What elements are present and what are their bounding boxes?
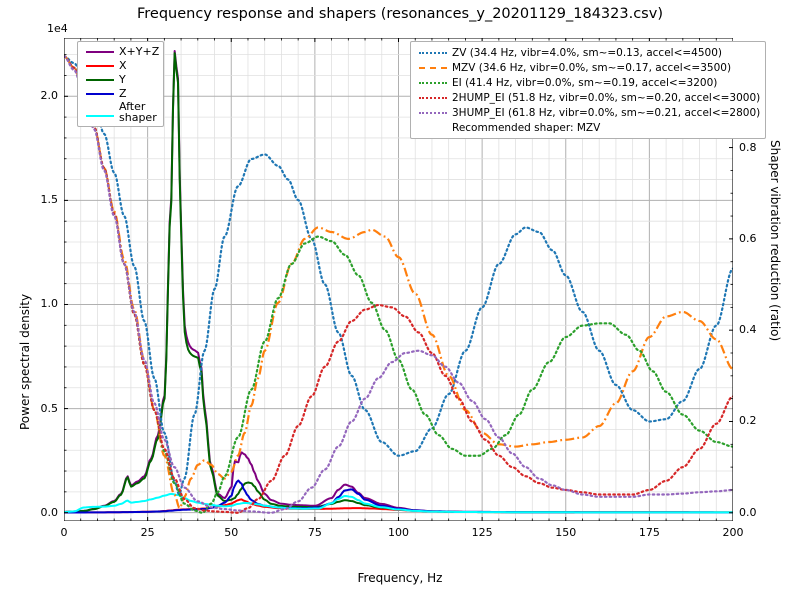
legend-color-swatch: [86, 60, 114, 72]
legend-item[interactable]: After shaper: [80, 101, 159, 123]
axis-tick-label: 75: [307, 526, 322, 539]
legend-color-swatch: [419, 107, 447, 119]
axis-tick-label: 0.8: [739, 140, 757, 154]
axis-tick-label: 0.0: [739, 505, 757, 519]
axis-tick-label: 0.4: [739, 323, 757, 337]
axis-tick-label: 125: [471, 526, 493, 539]
legend-color-swatch: [86, 88, 114, 100]
legend-note-spacer: [419, 122, 447, 134]
legend-item[interactable]: X+Y+Z: [80, 45, 159, 59]
x-axis-label: Frequency, Hz: [357, 571, 443, 585]
axis-tick-label: 100: [388, 526, 409, 539]
axis-tick-label: 150: [555, 526, 577, 539]
plot-area: [64, 38, 733, 521]
axis-tick-label: 175: [638, 526, 660, 539]
legend-color-swatch: [419, 77, 447, 89]
legend-item-label: X: [119, 59, 127, 72]
axis-tick-label: 0.6: [739, 231, 757, 245]
legend-color-swatch: [86, 46, 114, 58]
legend-item[interactable]: ZV (34.4 Hz, vibr=4.0%, sm~=0.13, accel<…: [413, 45, 760, 60]
legend-item-label: 2HUMP_EI (51.8 Hz, vibr=0.0%, sm~=0.20, …: [452, 91, 761, 104]
legend-note-label: Recommended shaper: MZV: [452, 121, 601, 134]
legend-note: Recommended shaper: MZV: [413, 120, 760, 135]
legend-item-label: 3HUMP_EI (61.8 Hz, vibr=0.0%, sm~=0.21, …: [452, 106, 761, 119]
axis-tick-label: 1.0: [40, 297, 59, 311]
legend-color-swatch: [419, 47, 447, 59]
legend-shapers: ZV (34.4 Hz, vibr=4.0%, sm~=0.13, accel<…: [410, 41, 767, 139]
legend-item-label: EI (41.4 Hz, vibr=0.0%, sm~=0.19, accel<…: [452, 76, 718, 89]
chart-title: Frequency response and shapers (resonanc…: [137, 6, 663, 22]
legend-item-label: After shaper: [119, 100, 157, 124]
axis-tick-label: 0.0: [40, 505, 59, 519]
y-axis-exponent-label: 1e4: [47, 22, 68, 35]
axis-tick-label: 50: [224, 526, 239, 539]
legend-color-swatch: [86, 74, 114, 86]
legend-color-swatch: [86, 110, 114, 122]
legend-signals: X+Y+Z X Y Z After shaper: [77, 41, 165, 127]
legend-item[interactable]: 2HUMP_EI (51.8 Hz, vibr=0.0%, sm~=0.20, …: [413, 90, 760, 105]
legend-item[interactable]: X: [80, 59, 159, 73]
axis-tick-label: 200: [722, 526, 744, 539]
axis-tick-label: 25: [140, 526, 155, 539]
axis-tick-label: 2.0: [40, 89, 59, 103]
legend-item[interactable]: 3HUMP_EI (61.8 Hz, vibr=0.0%, sm~=0.21, …: [413, 105, 760, 120]
axis-tick-label: 1.5: [40, 193, 59, 207]
axis-tick-label: 0: [60, 526, 68, 539]
axis-tick-label: 0.5: [40, 401, 59, 415]
legend-item-label: Y: [119, 73, 126, 86]
legend-item[interactable]: Y: [80, 73, 159, 87]
legend-item[interactable]: Z: [80, 87, 159, 101]
legend-item[interactable]: MZV (34.6 Hz, vibr=0.0%, sm~=0.17, accel…: [413, 60, 760, 75]
legend-item-label: MZV (34.6 Hz, vibr=0.0%, sm~=0.17, accel…: [452, 61, 732, 74]
legend-color-swatch: [419, 92, 447, 104]
legend-color-swatch: [419, 62, 447, 74]
legend-item-label: Z: [119, 87, 127, 100]
axis-tick-label: 0.2: [739, 414, 757, 428]
legend-item-label: ZV (34.4 Hz, vibr=4.0%, sm~=0.13, accel<…: [452, 46, 722, 59]
legend-item[interactable]: EI (41.4 Hz, vibr=0.0%, sm~=0.19, accel<…: [413, 75, 760, 90]
legend-item-label: X+Y+Z: [119, 45, 160, 58]
